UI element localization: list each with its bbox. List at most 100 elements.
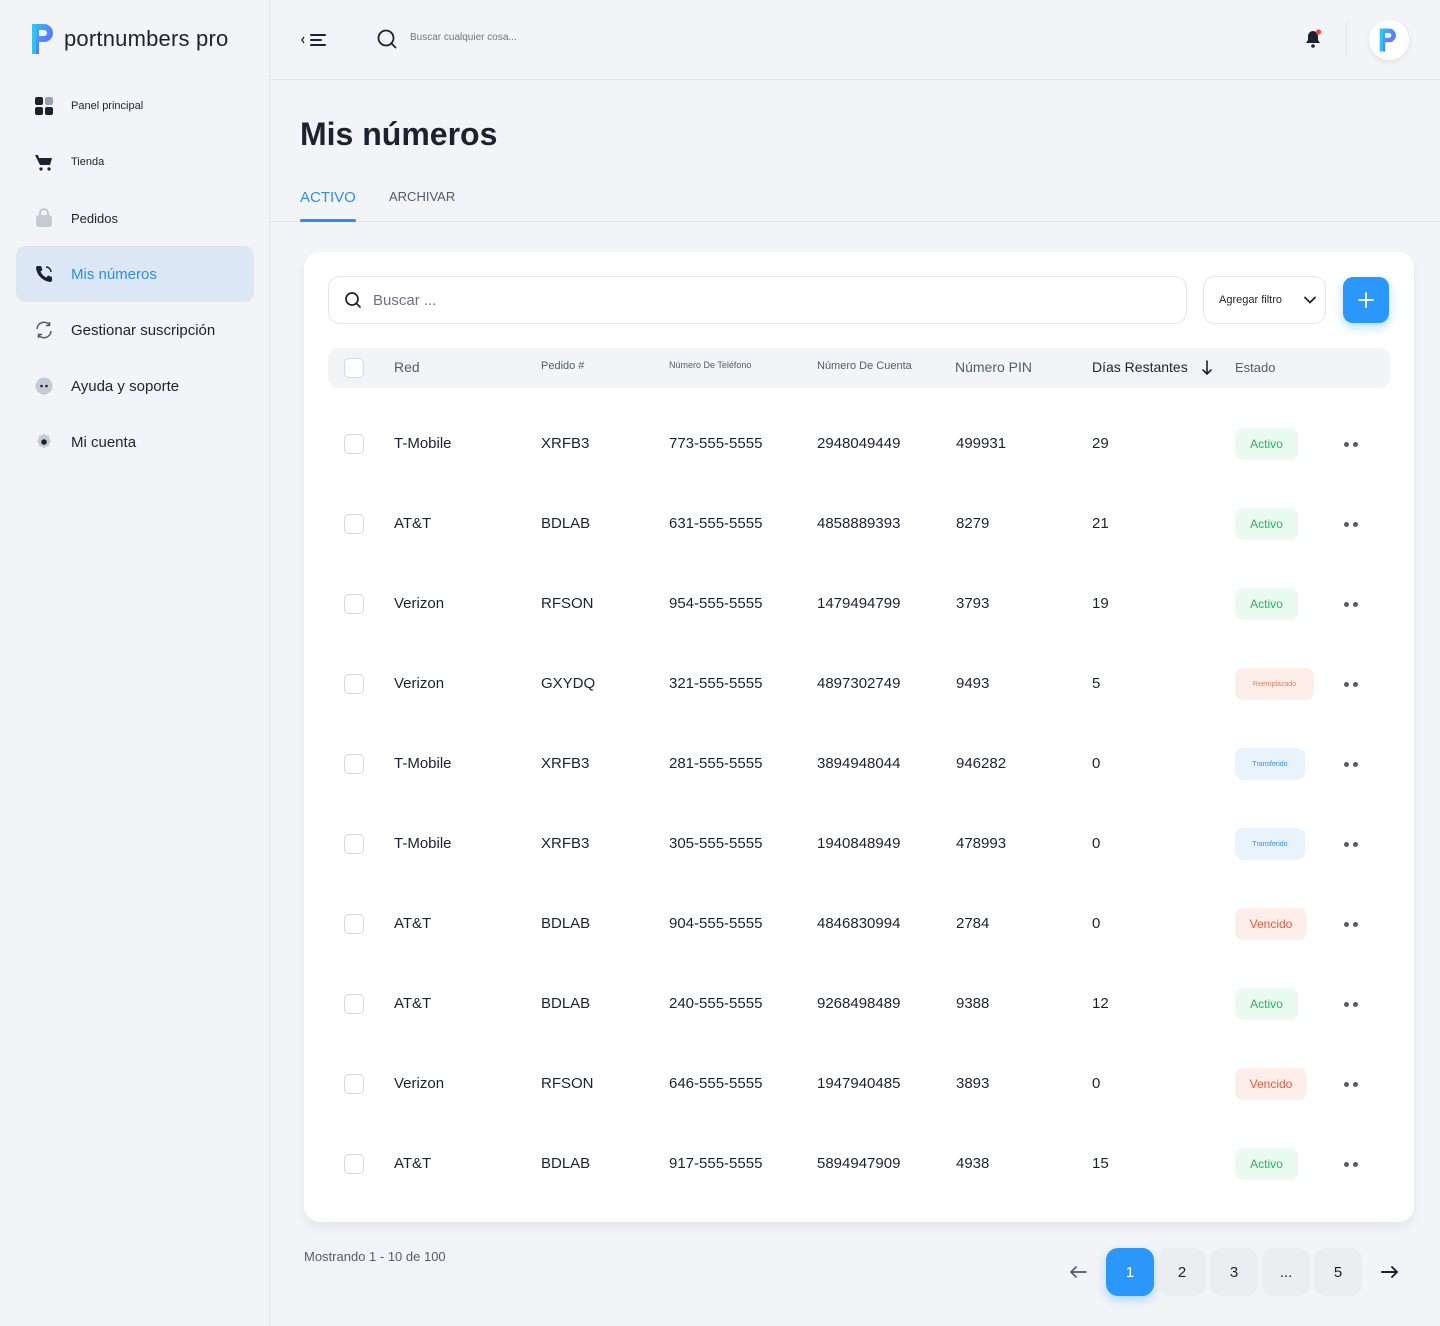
cell-dias: 19 <box>1092 595 1109 612</box>
sidebar-item-mis-numeros[interactable]: Mis números <box>16 246 254 302</box>
avatar[interactable] <box>1369 20 1409 60</box>
column-header-pin[interactable]: Número PIN <box>955 359 1033 375</box>
table-row[interactable]: AT&T BDLAB 240-555-5555 9268498489 9388 12 Act… <box>328 964 1390 1044</box>
page-ellipsis: ... <box>1262 1248 1310 1296</box>
row-checkbox[interactable] <box>344 434 364 454</box>
table-row[interactable]: Verizon RFSON 646-555-5555 1947940485 3893 0 V… <box>328 1044 1390 1124</box>
pagination-summary: Mostrando 1 - 10 de 100 <box>304 1249 446 1264</box>
table-row[interactable]: AT&T BDLAB 904-555-5555 4846830994 2784 0 Venc… <box>328 884 1390 964</box>
cell-telefono: 917-555-5555 <box>669 1155 763 1172</box>
notifications-button[interactable] <box>1302 28 1324 50</box>
row-checkbox[interactable] <box>344 674 364 694</box>
cell-cuenta: 2948049449 <box>817 435 901 452</box>
cell-telefono: 305-555-5555 <box>669 835 763 852</box>
cell-red: Verizon <box>394 595 445 612</box>
previous-page-button[interactable] <box>1066 1260 1090 1284</box>
cell-dias: 0 <box>1092 755 1101 772</box>
cell-pin: 9493 <box>956 675 990 692</box>
plus-icon <box>1358 292 1374 308</box>
column-header-pedido[interactable]: Pedido # <box>541 360 585 372</box>
cell-telefono: 646-555-5555 <box>669 1075 763 1092</box>
search-icon <box>345 292 361 308</box>
row-actions-more-icon[interactable] <box>1336 754 1366 774</box>
row-actions-more-icon[interactable] <box>1336 434 1366 454</box>
tab-activo[interactable]: ACTIVO <box>300 189 356 222</box>
sidebar-item-mi-cuenta[interactable]: Mi cuenta <box>16 414 254 470</box>
row-checkbox[interactable] <box>344 754 364 774</box>
row-checkbox[interactable] <box>344 514 364 534</box>
collapse-menu-button[interactable] <box>300 28 330 52</box>
cell-pin: 3793 <box>956 595 990 612</box>
arrow-right-icon <box>1381 1266 1399 1278</box>
status-badge: Reemplazado <box>1235 668 1314 700</box>
row-checkbox[interactable] <box>344 1074 364 1094</box>
cell-pedido: BDLAB <box>541 1155 591 1172</box>
page-button-3[interactable]: 3 <box>1210 1248 1258 1296</box>
cell-pin: 4938 <box>956 1155 990 1172</box>
sort-arrow-down-icon[interactable] <box>1201 360 1213 376</box>
next-page-button[interactable] <box>1378 1260 1402 1284</box>
settings-icon <box>34 432 54 452</box>
sidebar-item-pedidos[interactable]: Pedidos <box>16 190 254 246</box>
sidebar-item-tienda[interactable]: Tienda <box>16 134 254 190</box>
brand-name: portnumbers pro <box>64 26 229 51</box>
row-actions-more-icon[interactable] <box>1336 914 1366 934</box>
select-all-checkbox[interactable] <box>344 358 364 378</box>
row-actions-more-icon[interactable] <box>1336 1154 1366 1174</box>
global-search <box>376 28 710 50</box>
sidebar-item-ayuda-soporte[interactable]: Ayuda y soporte <box>16 358 254 414</box>
row-actions-more-icon[interactable] <box>1336 1074 1366 1094</box>
page-button-5[interactable]: 5 <box>1314 1248 1362 1296</box>
table-row[interactable]: AT&T BDLAB 631-555-5555 4858889393 8279 21 Act… <box>328 484 1390 564</box>
row-actions-more-icon[interactable] <box>1336 514 1366 534</box>
column-header-dias[interactable]: Días Restantes <box>1092 359 1188 375</box>
row-checkbox[interactable] <box>344 1154 364 1174</box>
row-checkbox[interactable] <box>344 994 364 1014</box>
bag-icon <box>34 208 54 228</box>
row-actions-more-icon[interactable] <box>1336 994 1366 1014</box>
brand-logo[interactable]: portnumbers pro <box>30 22 228 56</box>
cell-red: AT&T <box>394 995 432 1012</box>
row-checkbox[interactable] <box>344 594 364 614</box>
column-header-cuenta[interactable]: Número De Cuenta <box>817 360 912 372</box>
add-number-button[interactable] <box>1343 277 1389 323</box>
status-badge: Activo <box>1235 428 1298 460</box>
cell-pin: 3893 <box>956 1075 990 1092</box>
global-search-input[interactable] <box>410 31 710 43</box>
status-badge: Transferido <box>1235 748 1305 780</box>
table-row[interactable]: Verizon RFSON 954-555-5555 1479494799 3793 19… <box>328 564 1390 644</box>
table-row[interactable]: T-Mobile XRFB3 773-555-5555 2948049449 49993… <box>328 404 1390 484</box>
cell-telefono: 773-555-5555 <box>669 435 763 452</box>
page-button-2[interactable]: 2 <box>1158 1248 1206 1296</box>
cell-cuenta: 5894947909 <box>817 1155 901 1172</box>
sidebar-item-label: Tienda <box>71 156 105 168</box>
row-actions-more-icon[interactable] <box>1336 674 1366 694</box>
cell-cuenta: 4897302749 <box>817 675 901 692</box>
cell-dias: 0 <box>1092 1075 1101 1092</box>
column-header-red[interactable]: Red <box>394 359 420 375</box>
tab-archivar[interactable]: ARCHIVAR <box>389 189 456 204</box>
column-header-estado[interactable]: Estado <box>1235 360 1276 375</box>
avatar-logo-icon <box>1379 28 1396 52</box>
table-row[interactable]: AT&T BDLAB 917-555-5555 5894947909 4938 15 Act… <box>328 1124 1390 1204</box>
row-actions-more-icon[interactable] <box>1336 834 1366 854</box>
cell-pedido: BDLAB <box>541 915 591 932</box>
sidebar-nav: Panel principal Tienda Pedidos Mis númer… <box>16 78 254 470</box>
add-filter-dropdown[interactable]: Agregar filtro <box>1203 276 1326 324</box>
table-row[interactable]: T-Mobile XRFB3 281-555-5555 3894948044 94628… <box>328 724 1390 804</box>
sidebar: portnumbers pro Panel principal Tienda P… <box>0 0 270 1326</box>
table-search-input[interactable] <box>373 291 1133 309</box>
cell-dias: 21 <box>1092 515 1109 532</box>
row-checkbox[interactable] <box>344 834 364 854</box>
column-header-telefono[interactable]: Número De Teléfono <box>669 360 752 370</box>
status-badge: Transferido <box>1235 828 1305 860</box>
row-actions-more-icon[interactable] <box>1336 594 1366 614</box>
page-button-1[interactable]: 1 <box>1106 1248 1154 1296</box>
sidebar-item-gestionar-suscripcion[interactable]: Gestionar suscripción <box>16 302 254 358</box>
cell-cuenta: 3894948044 <box>817 755 901 772</box>
table-row[interactable]: Verizon GXYDQ 321-555-5555 4897302749 9493 5 R… <box>328 644 1390 724</box>
cell-red: AT&T <box>394 1155 432 1172</box>
sidebar-item-panel-principal[interactable]: Panel principal <box>16 78 254 134</box>
table-row[interactable]: T-Mobile XRFB3 305-555-5555 1940848949 47899… <box>328 804 1390 884</box>
row-checkbox[interactable] <box>344 914 364 934</box>
